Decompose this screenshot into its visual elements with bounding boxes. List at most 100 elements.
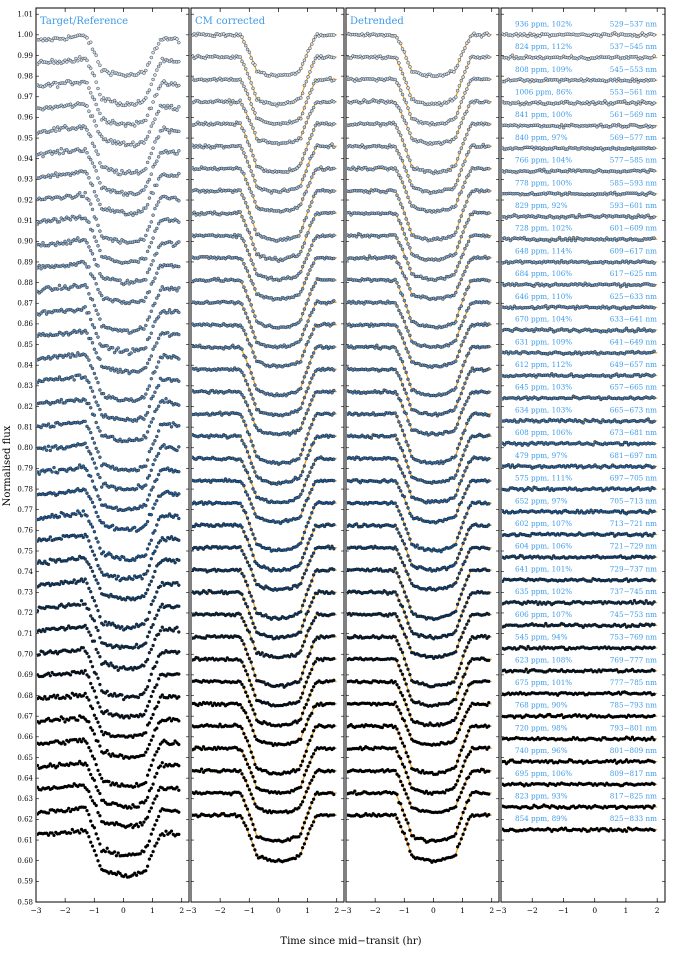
data-point bbox=[251, 86, 255, 90]
data-point bbox=[177, 695, 181, 699]
data-point bbox=[92, 144, 97, 149]
data-point bbox=[218, 410, 222, 414]
data-point bbox=[89, 430, 93, 435]
data-point bbox=[43, 559, 47, 563]
data-point bbox=[156, 788, 161, 793]
data-point bbox=[253, 111, 257, 115]
data-point bbox=[147, 839, 152, 843]
y-tick-label: 0.97 bbox=[17, 93, 33, 101]
data-point bbox=[142, 238, 146, 242]
data-point bbox=[87, 155, 91, 159]
data-point bbox=[311, 441, 316, 445]
data-point bbox=[50, 512, 54, 517]
data-point bbox=[308, 223, 312, 228]
data-point bbox=[158, 742, 163, 746]
data-point bbox=[109, 122, 113, 126]
data-point bbox=[166, 103, 170, 108]
data-point bbox=[92, 485, 97, 489]
data-point bbox=[156, 429, 161, 433]
data-point bbox=[83, 398, 87, 402]
data-point bbox=[240, 302, 244, 306]
data-point bbox=[297, 457, 301, 461]
data-point bbox=[103, 503, 108, 507]
data-point bbox=[151, 485, 155, 489]
data-point bbox=[142, 712, 146, 717]
data-point bbox=[207, 144, 211, 148]
data-point bbox=[311, 551, 316, 555]
data-point bbox=[89, 522, 93, 526]
data-point bbox=[147, 267, 152, 271]
data-point bbox=[96, 810, 100, 815]
data-point bbox=[233, 232, 237, 237]
data-point bbox=[112, 823, 117, 827]
data-point bbox=[310, 264, 314, 268]
data-point bbox=[332, 345, 336, 349]
data-point bbox=[134, 873, 139, 877]
data-point bbox=[81, 646, 85, 650]
data-point bbox=[302, 218, 307, 223]
x-tick-label: 1 bbox=[305, 906, 310, 915]
data-point bbox=[308, 46, 312, 50]
data-point bbox=[72, 378, 76, 382]
data-point bbox=[156, 293, 161, 297]
data-point bbox=[332, 411, 336, 415]
data-point bbox=[116, 140, 120, 144]
data-point bbox=[158, 764, 163, 768]
data-point bbox=[90, 389, 95, 393]
data-point bbox=[98, 342, 102, 346]
data-point bbox=[302, 375, 307, 379]
data-point bbox=[151, 849, 155, 854]
data-point bbox=[245, 269, 250, 273]
data-point bbox=[306, 184, 310, 188]
data-point bbox=[247, 50, 252, 54]
data-point bbox=[78, 191, 82, 195]
data-point bbox=[89, 66, 93, 70]
data-point bbox=[169, 467, 174, 472]
data-point bbox=[133, 349, 137, 353]
data-point bbox=[98, 636, 102, 640]
data-point bbox=[155, 704, 159, 709]
data-point bbox=[41, 241, 45, 245]
data-point bbox=[89, 840, 93, 844]
data-point bbox=[92, 553, 97, 557]
data-point bbox=[87, 698, 91, 702]
data-point bbox=[50, 129, 54, 133]
data-point bbox=[94, 716, 98, 721]
data-point bbox=[310, 533, 314, 538]
data-point bbox=[147, 742, 152, 747]
data-point bbox=[142, 622, 146, 626]
data-point bbox=[118, 172, 122, 177]
data-point bbox=[147, 651, 152, 655]
data-point bbox=[92, 119, 97, 123]
data-point bbox=[78, 328, 82, 332]
data-point bbox=[153, 595, 157, 599]
data-point bbox=[295, 118, 299, 123]
data-point bbox=[311, 417, 316, 422]
data-point bbox=[94, 420, 98, 425]
data-point bbox=[89, 704, 93, 708]
data-point bbox=[68, 80, 73, 84]
data-point bbox=[127, 169, 131, 173]
data-point bbox=[299, 426, 303, 431]
data-point bbox=[79, 399, 84, 403]
data-point bbox=[310, 133, 314, 137]
data-point bbox=[173, 81, 177, 85]
data-point bbox=[147, 357, 152, 362]
data-point bbox=[76, 807, 80, 812]
data-point bbox=[251, 573, 255, 578]
data-point bbox=[85, 808, 89, 813]
data-point bbox=[171, 742, 175, 746]
data-point bbox=[83, 125, 87, 129]
data-point bbox=[222, 32, 226, 36]
y-tick-label: 0.79 bbox=[17, 465, 33, 473]
data-point bbox=[96, 651, 100, 655]
data-point bbox=[249, 412, 253, 416]
data-point bbox=[92, 689, 97, 693]
data-point bbox=[249, 258, 253, 262]
data-point bbox=[155, 454, 159, 458]
data-point bbox=[249, 547, 253, 551]
data-point bbox=[253, 247, 257, 251]
data-point bbox=[304, 477, 308, 482]
data-point bbox=[251, 397, 255, 401]
data-point bbox=[147, 245, 152, 249]
